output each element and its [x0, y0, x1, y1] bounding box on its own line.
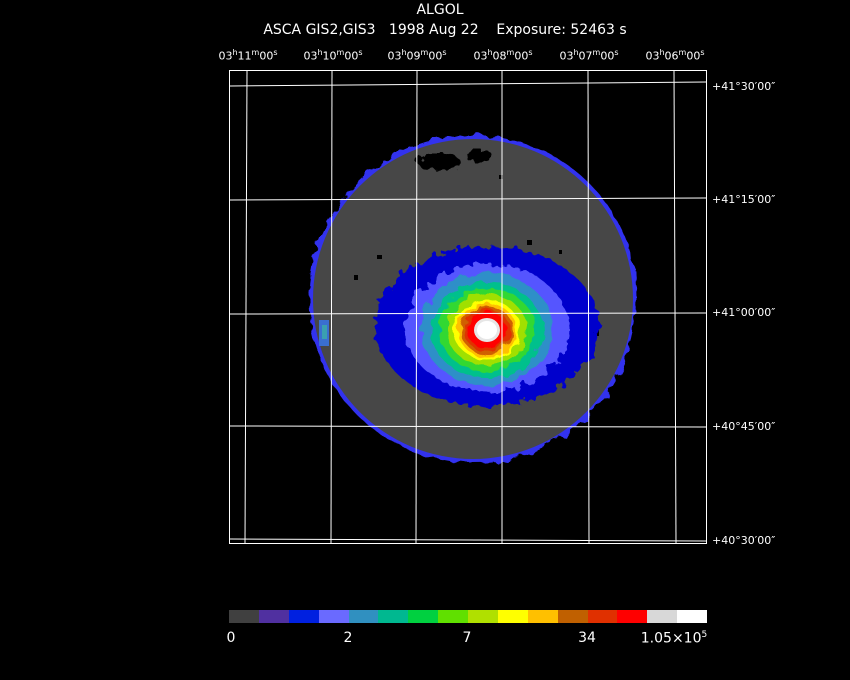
colorbar-swatch: [318, 610, 349, 623]
ra-label: 03h08m00s: [473, 48, 533, 63]
ra-label: 03h07m00s: [559, 48, 619, 63]
colorbar-swatch: [527, 610, 558, 623]
colorbar-swatch: [438, 610, 468, 623]
colorbar-swatch: [288, 610, 319, 623]
dec-label: +40°45′00″: [712, 420, 776, 433]
colorbar-swatch: [348, 610, 379, 623]
colorbar-swatch: [408, 610, 439, 623]
dec-label: +41°15′00″: [712, 193, 776, 206]
ra-label: 03h09m00s: [387, 48, 447, 63]
colorbar: [229, 610, 707, 623]
observation-subtitle: ASCA GIS2,GIS3 1998 Aug 22 Exposure: 524…: [263, 22, 627, 38]
coordinate-grid: [229, 70, 707, 544]
xray-image: [229, 70, 707, 544]
colorbar-swatch: [647, 610, 678, 623]
bright-source: [375, 246, 599, 406]
colorbar-tick-label: 2: [343, 630, 353, 646]
colorbar-swatch: [557, 610, 588, 623]
colorbar-swatch: [587, 610, 618, 623]
colorbar-tick-label: 34: [578, 630, 596, 646]
colorbar-swatch: [229, 610, 259, 623]
colorbar-swatch: [378, 610, 409, 623]
ra-label: 03h11m00s: [218, 48, 278, 63]
colorbar-tick-label: 0: [226, 630, 236, 646]
colorbar-swatch: [617, 610, 648, 623]
object-title: ALGOL: [416, 2, 464, 18]
colorbar-swatch: [468, 610, 498, 623]
ra-label: 03h10m00s: [303, 48, 363, 63]
colorbar-swatch: [677, 610, 707, 623]
colorbar-swatch: [497, 610, 528, 623]
colorbar-tick-label: 7: [462, 630, 472, 646]
colorbar-swatch: [258, 610, 289, 623]
dec-label: +40°30′00″: [712, 534, 776, 547]
colorbar-max-label: 1.05×105: [640, 630, 708, 647]
dec-label: +41°00′00″: [712, 306, 776, 319]
dec-label: +41°30′00″: [712, 80, 776, 93]
ra-label: 03h06m00s: [645, 48, 705, 63]
